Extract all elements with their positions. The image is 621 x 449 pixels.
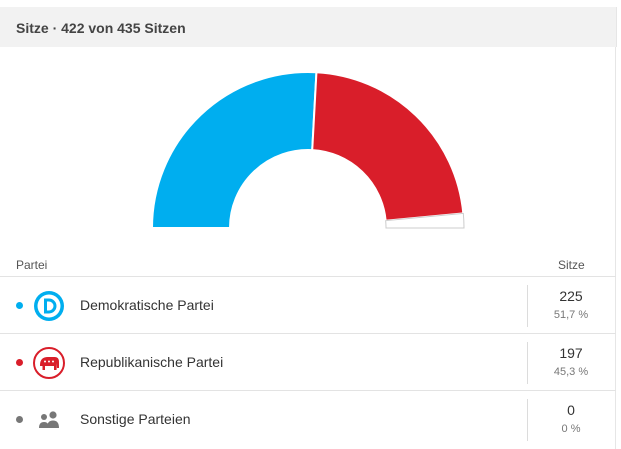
people-group-icon [39,411,59,428]
column-header-party: Partei [16,258,48,272]
column-divider [527,285,528,327]
seat-distribution-chart [150,71,465,229]
party-seat-count: 0 [567,402,575,418]
party-row-others[interactable]: Sonstige Parteien 0 0 % [0,390,616,448]
party-row-democrats[interactable]: Demokratische Partei 225 51,7 % [0,276,616,334]
party-color-dot [16,416,23,423]
party-color-dot [16,359,23,366]
republican-elephant-icon [33,347,65,379]
party-seat-percent: 45,3 % [553,366,589,378]
party-seat-count: 197 [559,345,583,361]
chart-slice-republicans[interactable] [311,71,465,222]
party-color-dot [16,302,23,309]
chart-header: Sitze · 422 von 435 Sitzen [0,7,617,47]
chart-slice-democrats[interactable] [150,71,318,229]
party-seat-count: 225 [559,288,583,304]
party-name: Demokratische Partei [80,297,214,313]
party-seat-percent: 51,7 % [553,309,589,321]
party-row-republicans[interactable]: Republikanische Partei 197 45,3 % [0,333,616,391]
column-divider [527,342,528,384]
seats-panel [0,47,616,449]
column-divider [527,399,528,441]
party-seat-percent: 0 % [561,423,581,435]
party-name: Sonstige Parteien [80,411,191,427]
chart-slice-unreported[interactable] [385,212,465,229]
chart-title: Sitze · 422 von 435 Sitzen [16,20,186,36]
column-header-seats: Sitze [558,258,585,272]
democrat-donkey-d-icon [34,291,64,321]
party-name: Republikanische Partei [80,354,224,370]
